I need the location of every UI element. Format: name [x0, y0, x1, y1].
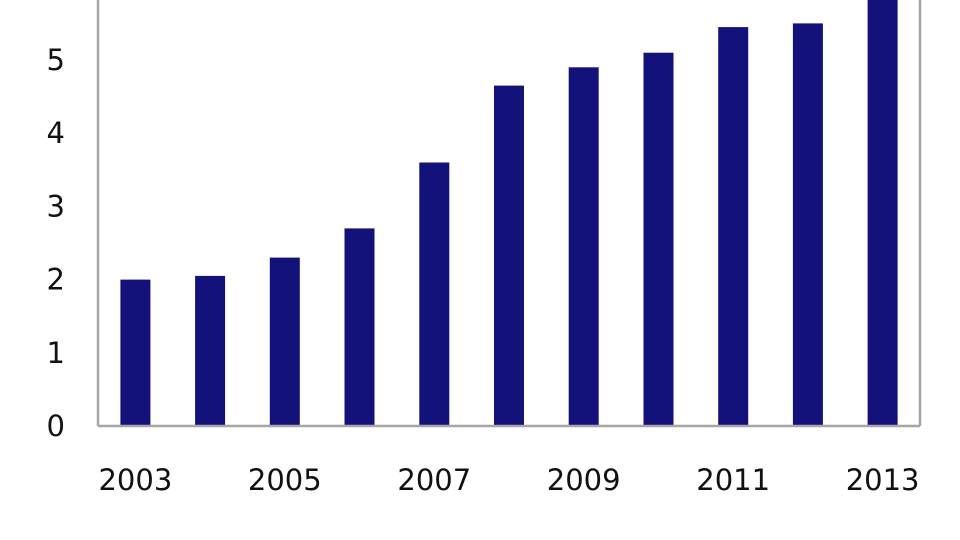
x-tick-label: 2007: [397, 463, 471, 497]
x-tick-label: 2011: [696, 463, 770, 497]
x-tick-label: 2009: [547, 463, 621, 497]
bar-2009: [568, 67, 599, 427]
bar-2011: [718, 27, 749, 426]
y-tick-label: 0: [47, 409, 65, 443]
y-tick-label: 6: [47, 0, 65, 4]
bar-2007: [419, 162, 450, 426]
bar-2010: [643, 52, 674, 426]
y-tick-label: 3: [47, 189, 65, 223]
y-tick-label: 5: [47, 43, 65, 77]
bar-2004: [195, 275, 226, 426]
x-tick-label: 2005: [248, 463, 322, 497]
bars-group: [120, 0, 898, 427]
y-tick-label: 2: [47, 263, 65, 297]
y-tick-label: 4: [47, 116, 65, 150]
bar-2003: [120, 279, 151, 426]
x-tick-label: 2013: [846, 463, 920, 497]
bar-2012: [792, 23, 823, 427]
y-tick-label: 1: [47, 336, 65, 370]
bar-2013: [867, 0, 898, 426]
x-axis-ticks: 2003 2005 2007 2009 2011 2013: [98, 463, 919, 497]
bar-2008: [494, 85, 524, 426]
y-axis-ticks: 0 1 2 3 4 5 6: [47, 0, 65, 443]
bar-2005: [269, 257, 300, 426]
bar-2006: [344, 228, 375, 426]
x-tick-label: 2003: [98, 463, 172, 497]
